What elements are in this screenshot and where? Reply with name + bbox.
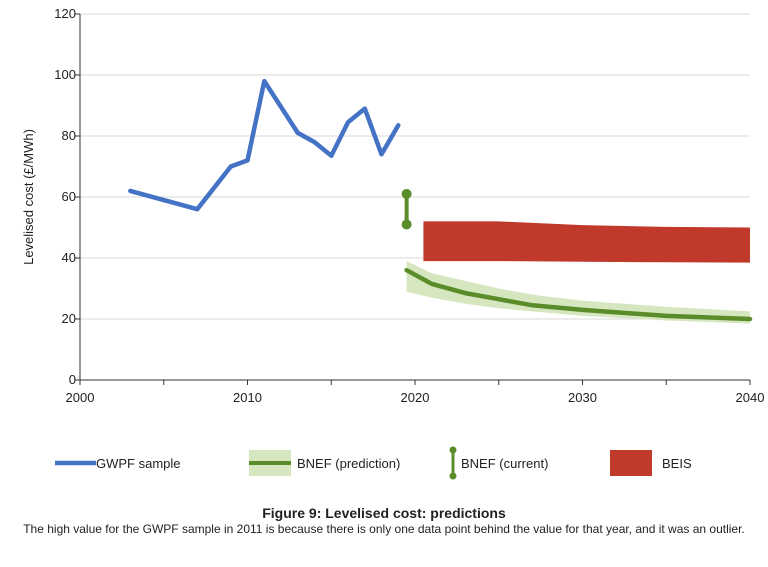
figure-caption: Figure 9: Levelised cost: predictions Th… (0, 504, 768, 537)
plot-area (128, 78, 753, 324)
x-tick-label: 2010 (233, 390, 262, 405)
legend-bnef-current-label: BNEF (current) (461, 456, 548, 471)
legend-bnef-current-bottom (449, 472, 457, 480)
y-tick-label: 0 (69, 372, 76, 387)
gwpf-sample-line (128, 78, 401, 212)
x-tick-label: 2040 (736, 390, 765, 405)
beis-band (423, 221, 750, 263)
legend-bnef-prediction-label: BNEF (prediction) (297, 456, 400, 471)
y-tick-label: 20 (62, 311, 76, 326)
grid-lines (80, 13, 750, 320)
y-tick-label: 120 (54, 6, 76, 21)
bnef-prediction-band (406, 261, 750, 324)
bnef-current-low (401, 219, 412, 230)
legend-beis-swatch (610, 450, 652, 476)
y-tick-label: 60 (62, 189, 76, 204)
legend-bnef-current-top (449, 446, 457, 454)
caption-title: Figure 9: Levelised cost: predictions (262, 505, 506, 521)
bnef-prediction-line (404, 267, 753, 322)
legend-gwpf-label: GWPF sample (96, 456, 181, 471)
legend-beis-label: BEIS (662, 456, 692, 471)
x-tick-label: 2020 (401, 390, 430, 405)
bnef-current-high (401, 188, 412, 199)
caption-note: The high value for the GWPF sample in 20… (23, 522, 745, 536)
y-tick-label: 40 (62, 250, 76, 265)
y-tick-label: 80 (62, 128, 76, 143)
y-tick-label: 100 (54, 67, 76, 82)
legend: GWPF sample BNEF (prediction) BNEF (curren… (55, 446, 692, 480)
y-axis-title: Levelised cost (£/MWh) (21, 129, 36, 265)
x-tick-label: 2030 (568, 390, 597, 405)
x-tick-label: 2000 (66, 390, 95, 405)
